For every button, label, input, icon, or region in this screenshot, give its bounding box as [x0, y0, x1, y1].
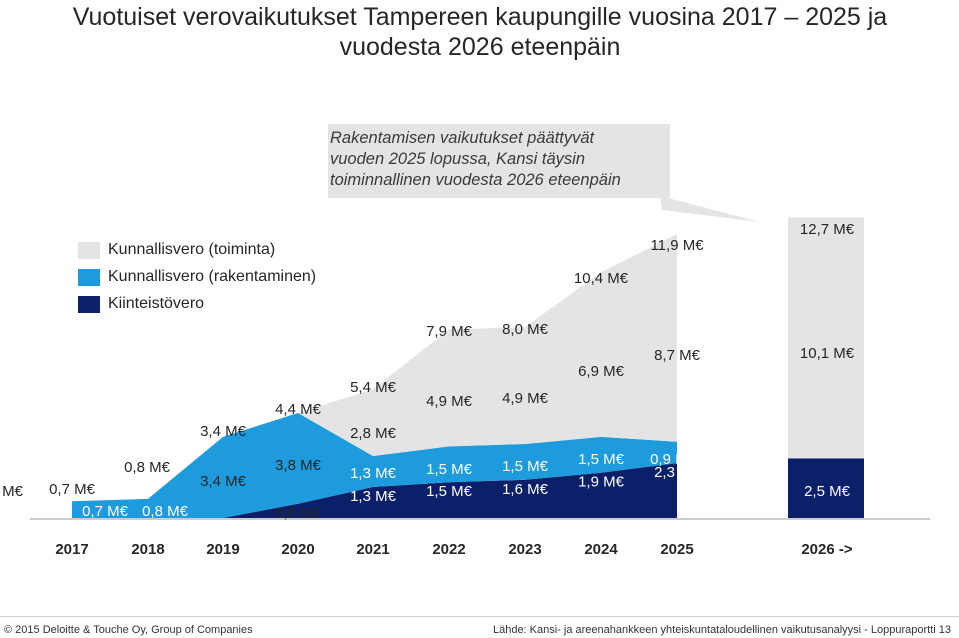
bar-2026-series-2	[788, 217, 864, 459]
area-series-2	[72, 234, 677, 502]
legend-label-property-tax: Kiinteistövero	[108, 295, 205, 312]
footer-source: Lähde: Kansi- ja areenahankkeen yhteisku…	[492, 624, 951, 636]
label-operation-4: 2,8 M€	[350, 425, 397, 442]
legend-label-operation: Kunnallisvero (toiminta)	[108, 241, 276, 258]
callout-line-1: Rakentamisen vaikutukset päättyvät	[330, 129, 595, 147]
legend-swatch-property-tax	[78, 295, 100, 313]
legend-swatch-construction	[78, 268, 100, 286]
tax-impact-chart: 0,6 M€ 1,3 M€ 1,5 M€ 1,6 M€ 1,9 M€ 2,3 M€ 2,5 …	[0, 124, 930, 558]
area-series-0	[72, 463, 677, 518]
label-construction-5: 1,5 M€	[426, 461, 473, 478]
label-property-4: 1,3 M€	[350, 488, 397, 505]
label-operation-8: 8,7 M€	[654, 347, 701, 364]
callout-pointer	[660, 196, 760, 222]
label-construction-base-2017: 0,7 M€	[82, 503, 129, 520]
title-line-1: Vuotuiset verovaikutukset Tampereen kaup…	[72, 3, 888, 31]
label-total-2: 3,4 M€	[200, 423, 247, 440]
x-tick-1: 2018	[131, 541, 164, 558]
label-construction-1: 0,8 M€	[124, 459, 171, 476]
x-tick-6: 2023	[508, 541, 541, 558]
label-property-9: 2,5 M€	[804, 483, 851, 500]
label-total-7: 10,4 M€	[574, 270, 629, 287]
label-construction-0: 0,7 M€	[0, 483, 24, 500]
label-total-3: 4,4 M€	[275, 401, 322, 418]
label-construction-base-2018: 0,8 M€	[142, 503, 189, 520]
callout-line-2: vuoden 2025 lopussa, Kansi täysin	[330, 150, 586, 168]
legend-item-construction: Kunnallisvero (rakentaminen)	[78, 267, 316, 287]
label-property-8: 2,3 M€	[654, 464, 701, 481]
x-tick-4: 2021	[356, 541, 389, 558]
label-total-5: 7,9 M€	[426, 323, 473, 340]
title-line-2: vuodesta 2026 eteenpäin	[339, 33, 621, 61]
callout-line-3: toiminnallinen vuodesta 2026 eteenpäin	[330, 171, 621, 189]
x-tick-3: 2020	[281, 541, 314, 558]
page-title: Vuotuiset verovaikutukset Tampereen kaup…	[10, 2, 950, 62]
label-operation-5: 4,9 M€	[426, 393, 473, 410]
construction-callout: Rakentamisen vaikutukset päättyvät vuode…	[330, 128, 660, 191]
x-tick-7: 2024	[584, 541, 618, 558]
label-property-3: 0,6 M€	[275, 505, 322, 522]
legend-item-operation: Kunnallisvero (toiminta)	[78, 240, 316, 260]
label-total-4: 5,4 M€	[350, 379, 397, 396]
label-property-6: 1,6 M€	[502, 481, 549, 498]
label-operation-9: 10,1 M€	[800, 345, 855, 362]
label-construction-2: 3,4 M€	[200, 473, 247, 490]
legend-item-property-tax: Kiinteistövero	[78, 294, 316, 314]
label-property-5: 1,5 M€	[426, 483, 473, 500]
x-tick-9: 2026 ->	[801, 541, 853, 558]
legend-swatch-operation	[78, 241, 100, 259]
x-tick-2: 2019	[206, 541, 239, 558]
label-total-9: 12,7 M€	[800, 221, 855, 238]
label-construction-4: 1,3 M€	[350, 465, 397, 482]
x-tick-0: 2017	[55, 541, 88, 558]
bar-2026-series-0	[788, 458, 864, 518]
area-series-1	[72, 413, 677, 518]
label-total-6: 8,0 M€	[502, 321, 549, 338]
label-total-8: 11,9 M€	[650, 237, 704, 254]
label-construction-7: 1,5 M€	[578, 451, 625, 468]
label-construction-8: 0,9 M€	[650, 451, 697, 468]
callout-box	[328, 124, 670, 198]
label-property-7: 1,9 M€	[578, 474, 625, 491]
chart-legend: Kunnallisvero (toiminta) Kunnallisvero (…	[78, 240, 316, 321]
x-tick-5: 2022	[432, 541, 465, 558]
label-construction-3: 3,8 M€	[275, 457, 322, 474]
label-operation-6: 4,9 M€	[502, 390, 549, 407]
x-tick-8: 2025	[660, 541, 693, 558]
label-construction-6: 1,5 M€	[502, 458, 549, 475]
legend-label-construction: Kunnallisvero (rakentaminen)	[108, 268, 317, 285]
footer-copyright: © 2015 Deloitte & Touche Oy, Group of Co…	[4, 624, 253, 636]
footer-divider	[0, 616, 959, 617]
label-total-0: 0,7 M€	[49, 481, 96, 498]
label-operation-7: 6,9 M€	[578, 363, 625, 380]
